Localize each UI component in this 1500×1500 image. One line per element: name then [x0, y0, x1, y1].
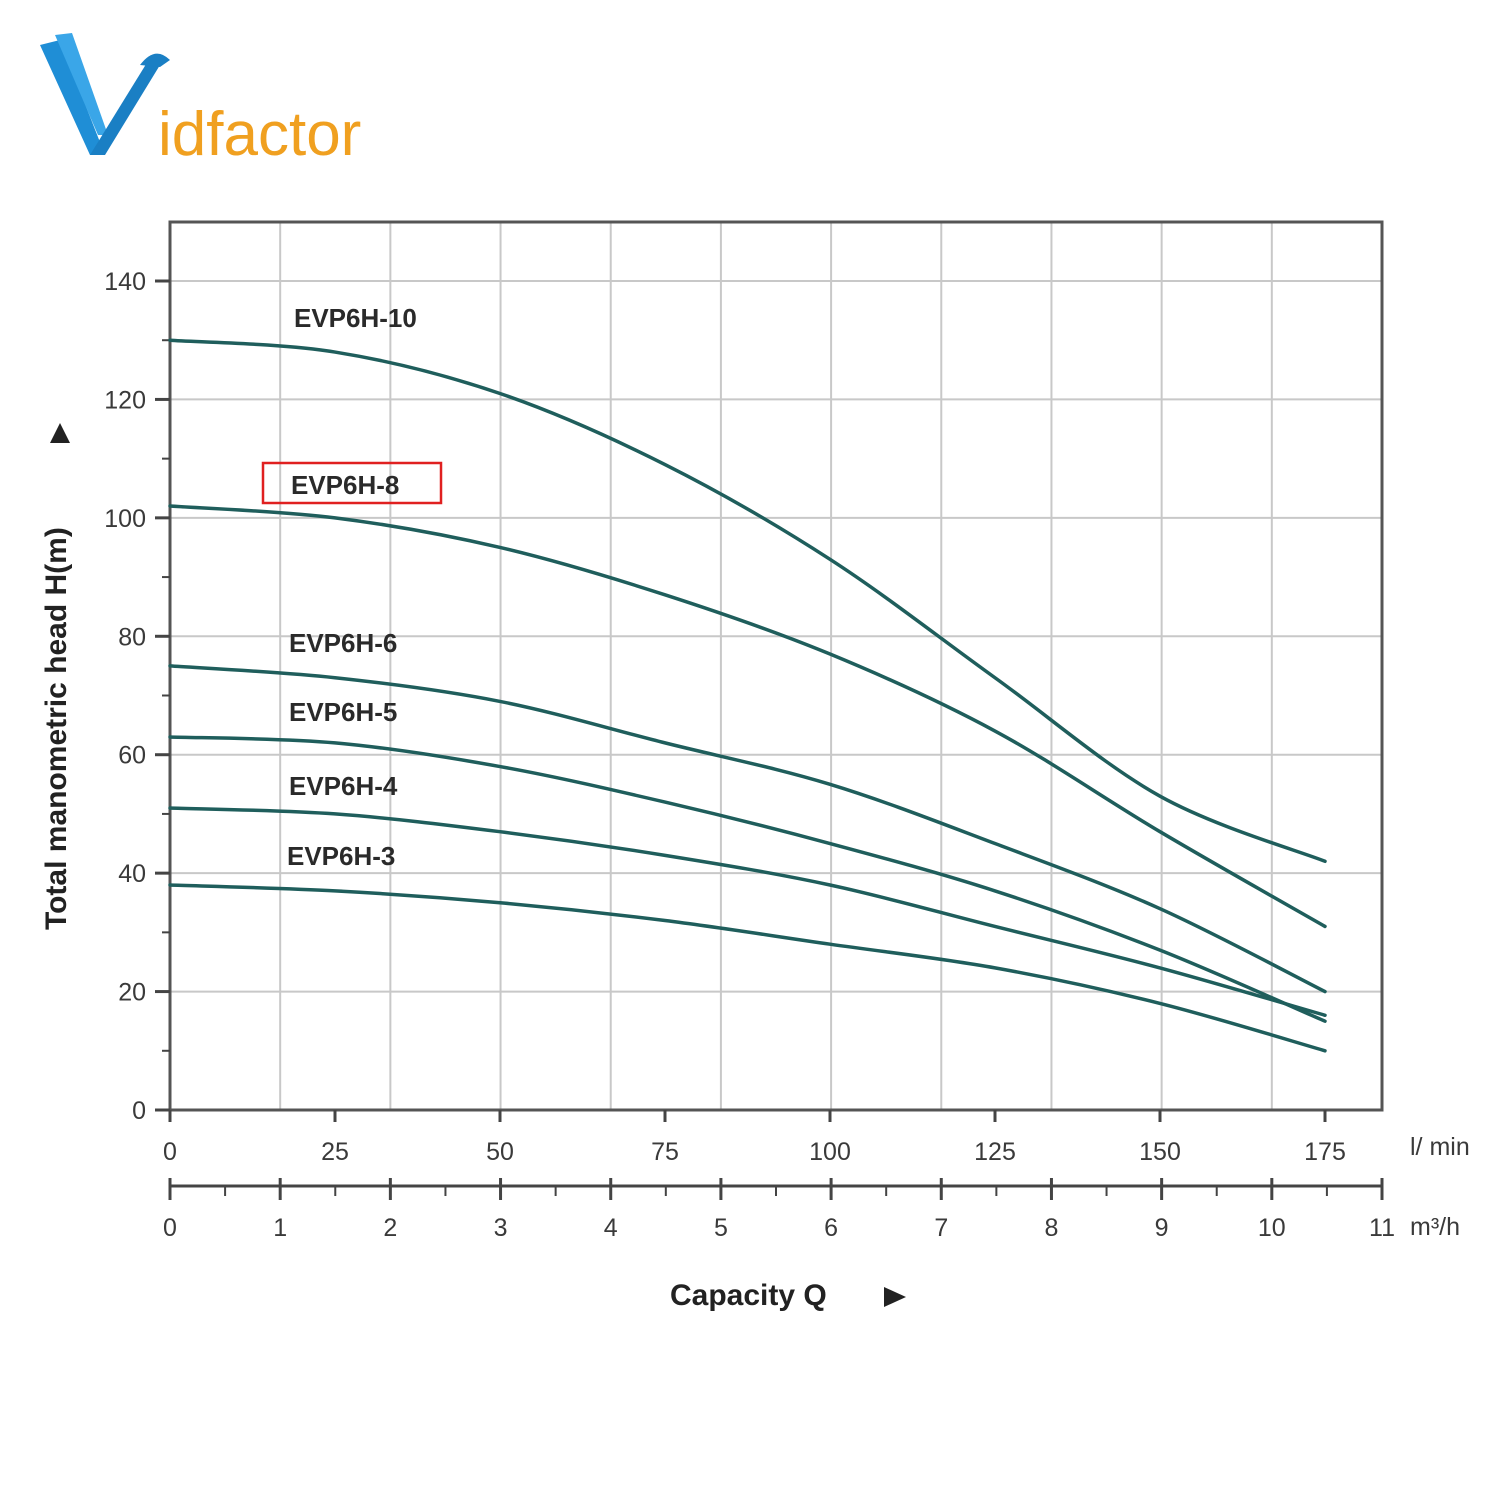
- series-curve: [168, 664, 1327, 994]
- y-tick-label: 0: [132, 1097, 146, 1125]
- x-tick-label-m3h: 1: [273, 1214, 287, 1242]
- x-tick-label-lmin: 125: [974, 1138, 1016, 1166]
- vidfactor-logo: idfactor: [40, 33, 361, 169]
- x-unit-secondary: m³/h: [1410, 1213, 1460, 1241]
- series-label: EVP6H-6: [289, 628, 397, 658]
- x-tick-label-lmin: 25: [321, 1138, 349, 1166]
- y-axis: 0 20 40 60 80 100 120 140: [104, 268, 170, 1125]
- x-axis-arrow-icon: [884, 1287, 906, 1307]
- y-tick-label: 40: [118, 860, 146, 888]
- x-axis-title: Capacity Q: [670, 1279, 827, 1312]
- x-tick-label-lmin: 75: [651, 1138, 679, 1166]
- x-tick-label-m3h: 10: [1258, 1214, 1286, 1242]
- series-curve: [168, 504, 1327, 929]
- x-tick-label-m3h: 5: [714, 1214, 728, 1242]
- x-tick-label-m3h: 0: [163, 1214, 177, 1242]
- y-tick-label: 60: [118, 742, 146, 770]
- x-tick-label-lmin: 0: [163, 1138, 177, 1166]
- x-axis-lmin: 0 25 50 75 100 125 150 175: [163, 1110, 1346, 1166]
- logo-wordmark: idfactor: [158, 100, 361, 169]
- series-highlight-box: [261, 461, 443, 505]
- series-curve: [168, 806, 1327, 1018]
- series-curve: [168, 735, 1327, 1023]
- series-label: EVP6H-10: [294, 303, 417, 333]
- series-curve: [168, 883, 1327, 1053]
- x-tick-label-lmin: 150: [1139, 1138, 1181, 1166]
- series-labels: EVP6H-10 EVP6H-8 EVP6H-6 EVP6H-5 EVP6H-4 EVP6…: [261, 303, 443, 871]
- y-tick-label: 20: [118, 979, 146, 1007]
- x-axis-m3h: 0 1 2 3 4 5 6 7 8 9 10 11: [163, 1178, 1395, 1242]
- x-unit-primary: l/ min: [1410, 1133, 1470, 1161]
- logo-wing-icon: [40, 33, 170, 155]
- x-tick-label-m3h: 8: [1045, 1214, 1059, 1242]
- series-label: EVP6H-4: [289, 771, 398, 801]
- x-tick-label-m3h: 11: [1369, 1214, 1395, 1242]
- series-curve: [168, 338, 1327, 864]
- x-tick-label-lmin: 50: [486, 1138, 514, 1166]
- y-tick-label: 80: [118, 623, 146, 651]
- x-tick-label-m3h: 3: [494, 1214, 508, 1242]
- x-tick-label-lmin: 175: [1304, 1138, 1346, 1166]
- series-label: EVP6H-3: [287, 841, 395, 871]
- y-tick-label: 100: [104, 505, 146, 533]
- y-axis-title: Total manometric head H(m): [40, 527, 73, 930]
- series-label: EVP6H-8: [291, 470, 399, 500]
- x-tick-label-lmin: 100: [809, 1138, 851, 1166]
- x-tick-label-m3h: 6: [824, 1214, 838, 1242]
- y-tick-label: 140: [104, 268, 146, 296]
- series-label: EVP6H-5: [289, 697, 397, 727]
- x-tick-label-m3h: 4: [604, 1214, 618, 1242]
- series-curves: [168, 338, 1327, 1053]
- y-axis-arrow-icon: [50, 423, 70, 443]
- grid: [170, 222, 1382, 1110]
- y-tick-label: 120: [104, 386, 146, 414]
- x-tick-label-m3h: 9: [1155, 1214, 1169, 1242]
- x-tick-label-m3h: 7: [934, 1214, 948, 1242]
- x-tick-label-m3h: 2: [383, 1214, 397, 1242]
